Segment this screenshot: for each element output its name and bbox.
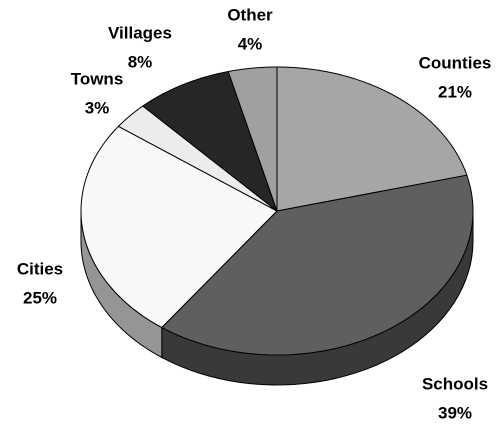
slice-label: Villages xyxy=(108,23,172,42)
slice xyxy=(160,174,474,356)
value-label: 21% xyxy=(438,82,472,101)
value-label: 8% xyxy=(128,52,153,71)
slice-label: Cities xyxy=(17,259,63,278)
slice-label: Other xyxy=(227,5,273,24)
slice-label: Schools xyxy=(422,374,488,393)
value-label: 25% xyxy=(23,288,57,307)
slice-label: Towns xyxy=(71,69,124,88)
value-label: 39% xyxy=(438,403,472,422)
value-label: 3% xyxy=(85,98,110,117)
slice xyxy=(227,66,278,212)
slice-label: Counties xyxy=(419,53,492,72)
slice xyxy=(276,66,468,212)
slice xyxy=(117,105,278,212)
slice xyxy=(80,125,278,329)
value-label: 4% xyxy=(238,34,263,53)
slice xyxy=(141,70,279,213)
